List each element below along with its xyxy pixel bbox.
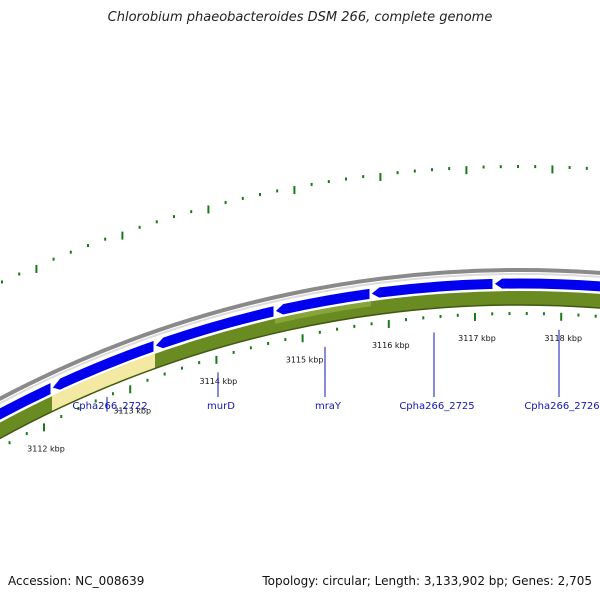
gene-label: Cpha266_2726: [524, 401, 599, 412]
gc-skew-band: [0, 291, 600, 439]
gc-skew-edge: [0, 304, 600, 440]
genome-summary-text: Topology: circular; Length: 3,133,902 bp…: [262, 574, 592, 588]
scale-label: 3115 kbp: [286, 355, 324, 364]
gene-labels: Cpha266_2722 murD mraY Cpha266_2725 Cpha266_…: [72, 329, 600, 412]
backbone-arc: [0, 268, 600, 402]
gene-arrow: [0, 381, 52, 421]
gene-label: Cpha266_2725: [399, 401, 474, 412]
accession-text: Accession: NC_008639: [8, 574, 145, 588]
gene-arrow: [154, 305, 275, 350]
gc-skew-light-segment: [275, 301, 371, 324]
scale-label: 3117 kbp: [458, 334, 496, 343]
gene-arrow: [370, 277, 494, 299]
outer-tick-row: [1, 165, 588, 284]
gc-skew-highlight: [52, 353, 155, 412]
gene-arrow: [274, 287, 371, 316]
gene-arrow: [51, 339, 155, 391]
backbone-layer: [0, 268, 600, 405]
scale-label: 3116 kbp: [372, 341, 410, 350]
map-title: Chlorobium phaeobacteroides DSM 266, com…: [107, 10, 493, 25]
gene-label: Cpha266_2722: [72, 401, 147, 412]
gene-track: [0, 277, 600, 421]
backbone-inner-arc: [0, 273, 600, 405]
scale-label: 3118 kbp: [544, 334, 582, 343]
scale-label: 3113 kbp: [113, 406, 151, 415]
gene-arrow: [493, 277, 600, 293]
gene-label: mraY: [315, 401, 342, 412]
gc-skew-track: [0, 291, 600, 440]
gene-label: murD: [207, 401, 235, 412]
scale-label: 3112 kbp: [27, 444, 65, 453]
